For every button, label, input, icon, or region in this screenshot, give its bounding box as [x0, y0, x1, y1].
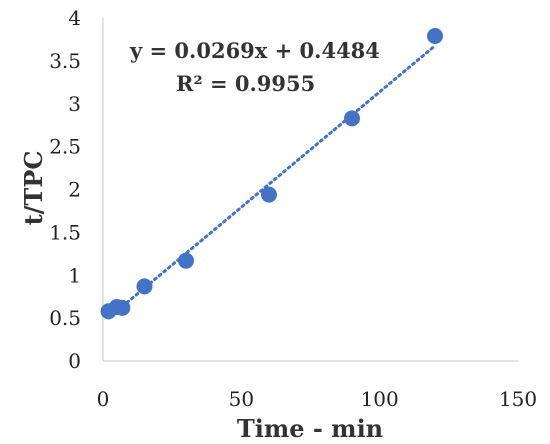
- trendline: [107, 44, 437, 320]
- y-tick-label: 1: [68, 263, 81, 287]
- y-axis-title: t/TPC: [19, 151, 48, 226]
- y-tick-label: 2: [68, 178, 81, 202]
- axes: [102, 18, 518, 362]
- y-tick-label: 2.5: [49, 135, 81, 159]
- x-tick-label: 100: [361, 387, 399, 411]
- y-tick-labels: 0 0.5 1 1.5 2 2.5 3 3.5 4: [49, 6, 81, 373]
- y-tick-label: 3: [68, 92, 81, 116]
- data-point: [427, 28, 443, 45]
- y-tick-label: 4: [68, 6, 81, 30]
- x-tick-labels: 0 50 100 150: [97, 387, 537, 411]
- trendline-equation: y = 0.0269x + 0.4484: [129, 38, 380, 63]
- x-tick-label: 0: [97, 387, 110, 411]
- x-axis-title: Time - min: [237, 414, 383, 443]
- y-tick-label: 3.5: [49, 49, 81, 73]
- data-point: [114, 299, 131, 316]
- r-squared-label: R² = 0.9955: [176, 71, 315, 96]
- data-point: [261, 186, 277, 203]
- data-point: [178, 252, 194, 269]
- x-tick-label: 50: [229, 387, 254, 411]
- trendline-group: [107, 44, 437, 320]
- x-tick-label: 150: [499, 387, 537, 411]
- y-tick-label: 0: [68, 349, 81, 373]
- data-point: [136, 278, 153, 295]
- y-tick-label: 1.5: [49, 220, 81, 244]
- data-points: [100, 28, 443, 320]
- y-tick-label: 0.5: [49, 306, 81, 330]
- data-point: [344, 110, 360, 127]
